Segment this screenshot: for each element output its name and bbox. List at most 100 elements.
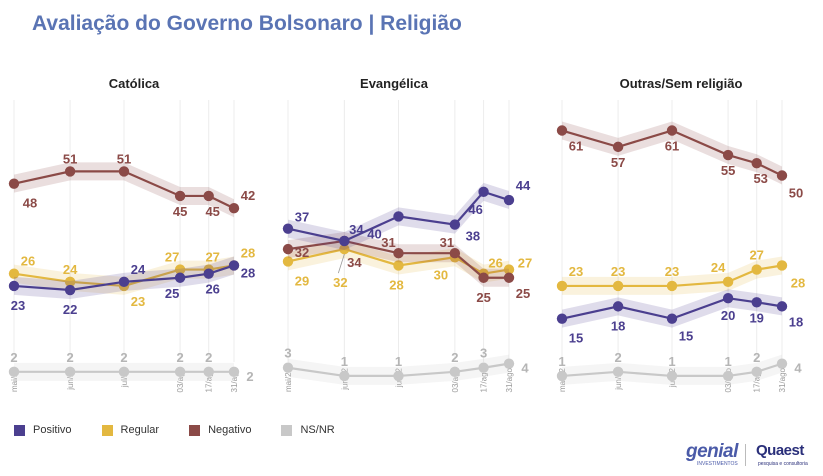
point-positivo xyxy=(666,313,678,324)
x-tick-label: jun/22 xyxy=(66,367,75,390)
point-ns-nr xyxy=(478,362,489,373)
panel-title: Evangélica xyxy=(360,76,429,91)
data-label-positivo: 18 xyxy=(611,318,625,333)
legend-swatch-regular xyxy=(101,424,113,436)
data-label-positivo: 37 xyxy=(295,210,309,225)
x-tick-label: 03/ago xyxy=(176,367,185,392)
point-regular xyxy=(556,280,568,292)
data-label-negativo: 42 xyxy=(241,188,255,203)
x-tick-label: mai/22 xyxy=(284,367,293,392)
page-title: Avaliação do Governo Bolsonaro | Religiã… xyxy=(32,12,462,35)
data-label-positivo: 20 xyxy=(721,308,735,323)
data-label-regular: 28 xyxy=(791,275,805,290)
genial-logo-subtitle: INVESTIMENTOS xyxy=(697,461,738,467)
data-label-positivo: 18 xyxy=(789,314,803,329)
data-label-regular: 23 xyxy=(611,264,625,279)
data-label-ns-nr: 2 xyxy=(753,350,760,365)
x-tick-label: 31/ago xyxy=(778,367,787,392)
point-positivo xyxy=(64,284,76,296)
point-ns-nr xyxy=(339,370,350,382)
data-label-regular: 26 xyxy=(488,256,502,271)
data-label-positivo: 26 xyxy=(205,282,219,297)
data-label-negativo: 48 xyxy=(23,196,37,211)
data-label-negativo: 32 xyxy=(295,245,309,260)
x-tick-label: jul/22 xyxy=(120,367,129,388)
point-negativo xyxy=(612,141,624,153)
point-positivo xyxy=(339,235,350,247)
point-negativo xyxy=(666,125,678,136)
legend-label-regular: Regular xyxy=(120,424,160,436)
data-label-regular: 30 xyxy=(434,267,448,282)
data-label-regular: 28 xyxy=(241,245,255,260)
data-label-ns-nr: 3 xyxy=(284,346,291,361)
data-label-negativo: 50 xyxy=(789,186,803,201)
panel-title: Outras/Sem religião xyxy=(620,76,743,91)
point-positivo xyxy=(556,313,568,324)
legend: Positivo Regular Negativo NS/NR xyxy=(14,424,365,436)
data-label-ns-nr: 3 xyxy=(480,346,487,361)
point-positivo xyxy=(282,223,294,234)
data-label-ns-nr: 4 xyxy=(521,361,529,376)
data-label-positivo: 15 xyxy=(679,329,693,344)
point-negativo xyxy=(722,149,734,161)
legend-label-negativo: Negativo xyxy=(208,424,252,436)
point-ns-nr xyxy=(64,366,76,378)
point-negativo xyxy=(776,170,788,181)
data-label-regular: 27 xyxy=(205,250,219,265)
data-label-positivo: 25 xyxy=(165,286,179,301)
point-ns-nr xyxy=(282,362,294,373)
data-label-ns-nr: 2 xyxy=(120,350,127,365)
quaest-logo: Quaest xyxy=(756,442,804,459)
data-label-negativo: 34 xyxy=(347,255,362,270)
point-regular xyxy=(722,276,734,288)
data-label-ns-nr: 2 xyxy=(614,350,621,365)
point-ns-nr xyxy=(722,370,734,382)
data-label-regular: 32 xyxy=(333,275,347,290)
point-negativo xyxy=(393,248,404,259)
panel-evang-lica: Evangélicamai/22jun/22jul/2203/ago17/ago… xyxy=(282,76,532,392)
data-label-positivo: 24 xyxy=(131,262,146,277)
point-negativo xyxy=(478,272,489,283)
data-label-ns-nr: 1 xyxy=(558,354,565,369)
point-negativo xyxy=(118,166,130,177)
legend-label-positivo: Positivo xyxy=(33,424,72,436)
point-ns-nr xyxy=(174,366,186,378)
point-positivo xyxy=(449,219,461,230)
data-label-regular: 23 xyxy=(131,294,145,309)
data-label-negativo: 61 xyxy=(569,139,583,154)
point-ns-nr xyxy=(228,366,240,378)
point-regular xyxy=(339,243,350,255)
data-label-regular: 29 xyxy=(295,273,309,288)
legend-item-nsnr: NS/NR xyxy=(281,424,335,436)
data-label-negativo: 25 xyxy=(476,290,490,305)
point-ns-nr xyxy=(118,366,130,378)
logo-divider xyxy=(745,444,746,466)
data-label-positivo: 44 xyxy=(516,178,531,193)
point-positivo xyxy=(118,276,130,288)
legend-item-regular: Regular xyxy=(101,424,160,436)
point-ns-nr xyxy=(751,366,762,378)
data-label-ns-nr: 4 xyxy=(794,361,802,376)
data-label-regular: 28 xyxy=(389,277,403,292)
point-positivo xyxy=(776,301,788,312)
data-label-regular: 23 xyxy=(665,264,679,279)
point-positivo xyxy=(751,297,762,308)
point-positivo xyxy=(8,280,20,292)
x-tick-label: 31/ago xyxy=(505,367,514,392)
data-label-regular: 23 xyxy=(569,264,583,279)
data-label-ns-nr: 1 xyxy=(395,354,402,369)
data-label-positivo: 19 xyxy=(749,310,763,325)
point-regular xyxy=(776,260,788,271)
point-regular xyxy=(503,264,515,275)
x-tick-label: mai/22 xyxy=(10,367,19,392)
point-regular xyxy=(612,280,624,292)
data-label-ns-nr: 2 xyxy=(10,350,17,365)
point-negativo xyxy=(503,272,515,283)
data-label-regular: 27 xyxy=(518,256,532,271)
point-negativo xyxy=(174,190,186,202)
point-negativo xyxy=(203,190,214,202)
genial-logo: genial xyxy=(686,441,738,462)
point-regular xyxy=(174,264,186,275)
data-label-ns-nr: 2 xyxy=(246,369,253,384)
point-negativo xyxy=(751,158,762,169)
